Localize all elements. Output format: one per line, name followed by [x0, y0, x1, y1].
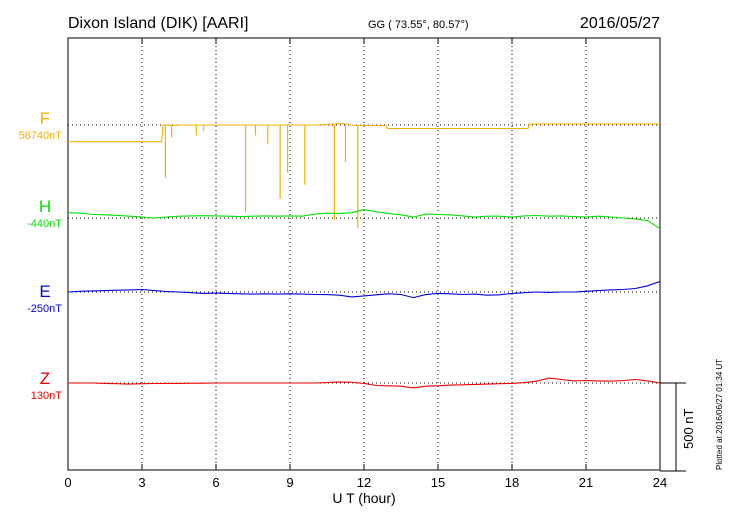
date-label: 2016/05/27 [580, 15, 660, 32]
channel-label-e: E [39, 282, 50, 301]
x-tick-label: 15 [431, 475, 445, 490]
x-axis-label: U T (hour) [332, 490, 395, 506]
x-tick-label: 21 [579, 475, 593, 490]
x-tick-label: 6 [212, 475, 219, 490]
x-tick-label: 9 [286, 475, 293, 490]
channel-label-h: H [39, 197, 51, 216]
grid [68, 38, 660, 470]
x-tick-label: 12 [357, 475, 371, 490]
scale-bar: 500 nT [660, 382, 696, 472]
x-tick-label: 24 [653, 475, 667, 490]
series-line-z [68, 377, 661, 389]
series-line-h [67, 209, 661, 230]
channel-baseline-z: 130nT [31, 390, 62, 402]
station-title: Dixon Island (DIK) [AARI] [68, 15, 249, 32]
channel-label-z: Z [40, 369, 50, 388]
channel-label-f: F [40, 109, 50, 128]
channel-baseline-f: 58740nT [19, 130, 63, 142]
x-tick-label: 18 [505, 475, 519, 490]
series-line-f [68, 123, 660, 143]
coords-label: GG ( 73.55°, 80.57°) [368, 19, 469, 31]
x-tick-label: 3 [138, 475, 145, 490]
channel-baseline-e: -250nT [27, 303, 62, 315]
scale-bar-label: 500 nT [681, 408, 696, 449]
series-line-e [67, 280, 661, 299]
channel-baseline-h: -440nT [27, 218, 62, 230]
x-tick-label: 0 [64, 475, 71, 490]
series-layer: F 58740nT H -440nT E -250nT Z 130nT [19, 109, 661, 402]
x-axis-ticks: 0 3 6 9 12 15 18 21 24 [64, 38, 667, 490]
plotted-timestamp: Plotted at 2016/06/27 01:34 UT [715, 359, 724, 470]
